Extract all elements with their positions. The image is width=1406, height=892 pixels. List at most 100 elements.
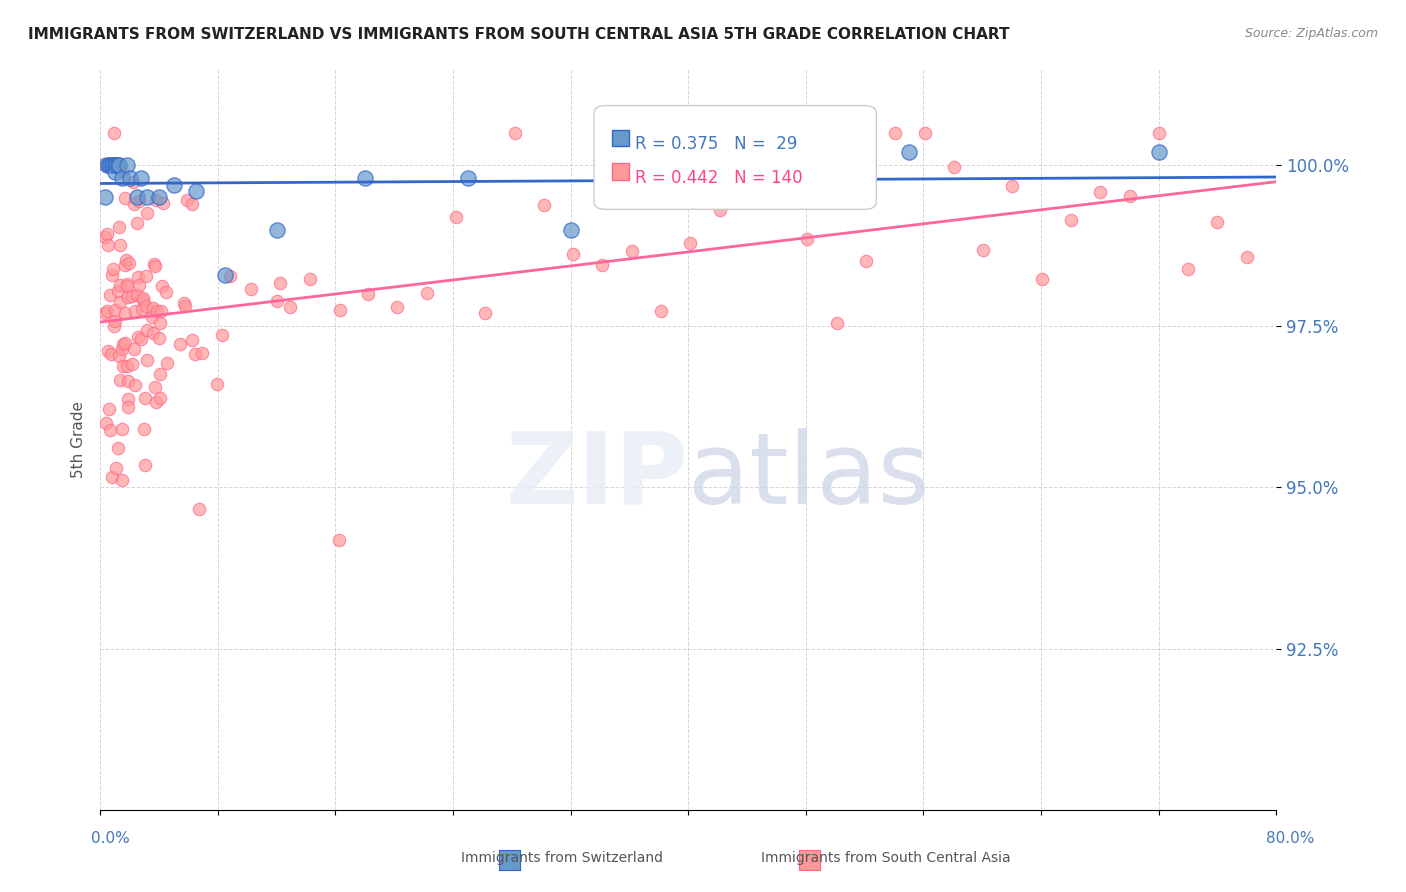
Point [129, 332, 152, 346]
Point [942, 160, 965, 174]
Point [105, 158, 128, 172]
Point [93, 190, 115, 204]
Point [766, 170, 789, 185]
Point [143, 260, 166, 274]
Point [503, 126, 526, 140]
Point [110, 294, 132, 309]
Text: atlas: atlas [688, 427, 929, 524]
Point [103, 126, 125, 140]
Point [184, 347, 207, 361]
Bar [612, 130, 630, 146]
Point [155, 285, 177, 300]
Text: 0.0%: 0.0% [91, 831, 131, 846]
FancyBboxPatch shape [595, 105, 876, 210]
Point [751, 171, 773, 186]
Point [104, 164, 127, 178]
Point [173, 295, 195, 310]
Point [1177, 262, 1199, 277]
Point [127, 270, 149, 285]
Point [136, 190, 159, 204]
Point [97, 238, 120, 252]
Point [101, 262, 124, 277]
Point [650, 304, 672, 318]
Point [125, 288, 148, 302]
Point [117, 256, 139, 270]
Point [111, 359, 134, 373]
Point [136, 205, 159, 219]
Point [1060, 213, 1083, 227]
Text: R = 0.375   N =  29: R = 0.375 N = 29 [636, 136, 797, 153]
Point [211, 328, 233, 343]
Point [855, 253, 877, 268]
Point [266, 222, 288, 236]
Point [145, 395, 167, 409]
Point [114, 191, 136, 205]
Point [1031, 272, 1053, 286]
Point [269, 277, 291, 291]
Point [100, 347, 122, 361]
Point [108, 158, 131, 172]
Point [98, 423, 121, 437]
Point [169, 337, 191, 351]
Point [298, 272, 321, 286]
Point [107, 284, 129, 298]
Point [96, 344, 118, 359]
Point [387, 300, 409, 314]
Point [114, 306, 136, 320]
Point [108, 350, 131, 364]
Point [118, 171, 141, 186]
Point [143, 380, 166, 394]
Point [100, 158, 122, 172]
Point [328, 533, 350, 547]
Point [132, 422, 155, 436]
Point [176, 193, 198, 207]
Point [131, 301, 153, 316]
Text: IMMIGRANTS FROM SWITZERLAND VS IMMIGRANTS FROM SOUTH CENTRAL ASIA 5TH GRADE CORR: IMMIGRANTS FROM SWITZERLAND VS IMMIGRANT… [28, 27, 1010, 42]
Point [533, 198, 555, 212]
Point [121, 289, 143, 303]
Point [796, 232, 818, 246]
Point [1206, 215, 1229, 229]
Point [1001, 179, 1024, 194]
Text: R = 0.442   N = 140: R = 0.442 N = 140 [636, 169, 803, 186]
Point [96, 304, 118, 318]
Point [152, 195, 174, 210]
Point [738, 175, 761, 189]
Point [124, 303, 146, 318]
Text: 80.0%: 80.0% [1267, 831, 1315, 846]
Point [108, 277, 131, 292]
Point [1090, 185, 1112, 199]
Point [148, 190, 170, 204]
Point [101, 470, 124, 484]
Point [97, 158, 120, 172]
Point [156, 356, 179, 370]
Point [457, 171, 479, 186]
Point [239, 283, 262, 297]
Point [115, 278, 138, 293]
Point [132, 291, 155, 305]
Bar [612, 163, 630, 179]
Point [135, 299, 157, 313]
Point [94, 229, 117, 244]
Point [117, 290, 139, 304]
Point [100, 268, 122, 282]
Point [914, 126, 936, 140]
Point [108, 373, 131, 387]
Point [128, 194, 150, 208]
Point [110, 342, 132, 356]
Point [134, 392, 156, 406]
Point [114, 252, 136, 267]
Point [103, 318, 125, 333]
Point [104, 461, 127, 475]
Point [329, 303, 352, 318]
Point [101, 158, 124, 172]
Point [122, 175, 145, 189]
Point [184, 184, 207, 198]
Point [146, 304, 169, 318]
Point [111, 473, 134, 487]
Point [107, 158, 129, 172]
Point [191, 346, 214, 360]
Point [181, 333, 204, 347]
Point [134, 458, 156, 472]
Point [173, 299, 195, 313]
